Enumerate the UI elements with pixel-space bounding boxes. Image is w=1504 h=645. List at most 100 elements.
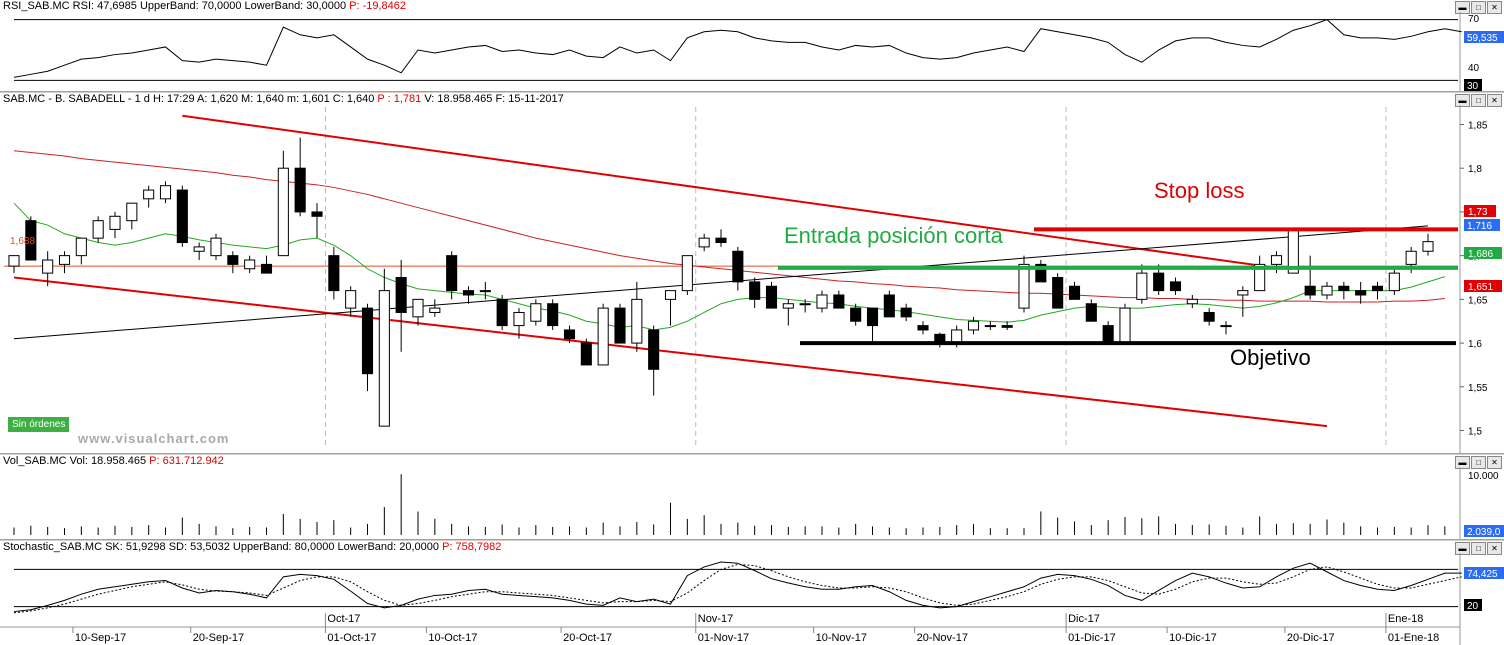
candle (1304, 255, 1316, 300)
minimize-button[interactable]: ▬ (1455, 94, 1470, 107)
minimize-button[interactable]: ▬ (1455, 456, 1470, 469)
candle-body (345, 290, 357, 309)
trend-line-thin-trend (13, 225, 1429, 340)
candle-body (109, 215, 121, 230)
candle-body (715, 237, 727, 244)
candle (563, 325, 576, 344)
x-date-label: 20-Dic-17 (1287, 632, 1335, 644)
candle (244, 255, 256, 274)
candle (1085, 299, 1097, 322)
candle-body (143, 189, 155, 200)
close-button[interactable]: ✕ (1487, 1, 1502, 14)
candle (58, 251, 71, 274)
candle (1220, 321, 1232, 335)
candle-body (597, 307, 609, 366)
stoch-window-buttons: ▬ □ ✕ (1455, 542, 1502, 555)
close-button[interactable]: ✕ (1487, 94, 1502, 107)
candle (547, 299, 559, 330)
candle (614, 303, 626, 344)
candle-body (900, 307, 912, 318)
rsi-tick-40: 40 (1468, 63, 1480, 74)
candle (580, 338, 592, 366)
candle (1052, 273, 1064, 309)
candle-body (850, 307, 862, 322)
candle-body (395, 277, 407, 313)
price-header-rest: V: 18.958.465 F: 15-11-2017 (424, 93, 564, 105)
candle-body (967, 320, 980, 331)
candle-body (883, 294, 895, 318)
candle-body (479, 290, 491, 293)
candle (934, 332, 946, 348)
candle-body (1068, 285, 1081, 300)
candle (1119, 303, 1131, 344)
rsi-line (13, 19, 1462, 78)
ma-fast-line (13, 202, 1445, 331)
x-month-label: Dic-17 (1068, 613, 1100, 625)
maximize-button[interactable]: □ (1471, 542, 1486, 555)
stoch-value-box (1464, 567, 1504, 579)
candle-body (563, 329, 576, 340)
volume-chart[interactable]: 10.000 2.039,0 (0, 455, 1504, 539)
candle (1169, 277, 1182, 295)
rsi-band-label: 30 (1467, 81, 1479, 91)
candle-body (227, 255, 239, 265)
candle-body (328, 255, 340, 292)
candle-body (1422, 241, 1434, 252)
candle (1321, 281, 1333, 300)
close-button[interactable]: ✕ (1487, 456, 1502, 469)
candle-body (866, 307, 879, 327)
candle (25, 216, 37, 261)
x-date-label: 20-Oct-17 (563, 632, 612, 644)
candle-body (1304, 285, 1316, 296)
close-value-box (1464, 219, 1500, 231)
close-value-label: 1,716 (1467, 221, 1492, 232)
stop-value-label: 1,73 (1468, 207, 1488, 218)
watermark: www.visualchart.com (78, 431, 230, 446)
price-chart[interactable]: 1,851,81,751,71,651,61,551,5 Stop loss E… (0, 93, 1504, 453)
close-button[interactable]: ✕ (1487, 542, 1502, 555)
volume-tick-max: 10.000 (1468, 471, 1499, 482)
x-date-label: 01-Ene-18 (1388, 632, 1439, 644)
candle (782, 299, 794, 326)
candle-body (1085, 303, 1097, 322)
candle-body (732, 250, 744, 283)
candle-body (361, 307, 374, 375)
candle (345, 286, 357, 317)
candle-body (1355, 290, 1367, 296)
minimize-button[interactable]: ▬ (1455, 542, 1470, 555)
candle-body (311, 211, 323, 217)
candle (126, 202, 138, 230)
orders-badge[interactable]: Sin órdenes (8, 417, 70, 432)
entry-annotation: Entrada posición corta (784, 223, 1004, 248)
candle-body (1119, 307, 1131, 344)
candle-body (260, 263, 273, 274)
maximize-button[interactable]: □ (1471, 1, 1486, 14)
candle (1355, 281, 1367, 304)
candle (395, 260, 407, 352)
candle (1203, 308, 1215, 326)
rsi-panel: RSI_SAB.MC RSI: 47,6985 UpperBand: 70,00… (0, 0, 1504, 91)
candle-body (614, 307, 626, 344)
candle-body (547, 303, 559, 327)
candle (1068, 281, 1081, 300)
candle (378, 268, 390, 427)
candle (900, 303, 912, 322)
maximize-button[interactable]: □ (1471, 456, 1486, 469)
candle-body (294, 167, 306, 213)
rsi-window-buttons: ▬ □ ✕ (1455, 1, 1502, 14)
maximize-button[interactable]: □ (1471, 94, 1486, 107)
candle (8, 255, 20, 274)
candle-body (1153, 272, 1165, 292)
candle (681, 255, 693, 295)
rsi-chart[interactable]: 70 40 59,535 30 (0, 0, 1504, 91)
x-date-label: 01-Oct-17 (327, 632, 376, 644)
minimize-button[interactable]: ▬ (1455, 1, 1470, 14)
stochastic-chart[interactable]: 74,425 20 Oct-17 Nov-17 Dic-17 Ene-18 10-Sep… (0, 541, 1504, 645)
volume-header-p: P: 631.712.942 (149, 455, 224, 467)
candle-body (782, 303, 794, 309)
candle (1338, 281, 1350, 300)
candle-body (1169, 281, 1182, 292)
stop-value-box (1464, 205, 1496, 217)
price-tick-label: 1,65 (1468, 295, 1488, 306)
candle-body (58, 255, 71, 265)
